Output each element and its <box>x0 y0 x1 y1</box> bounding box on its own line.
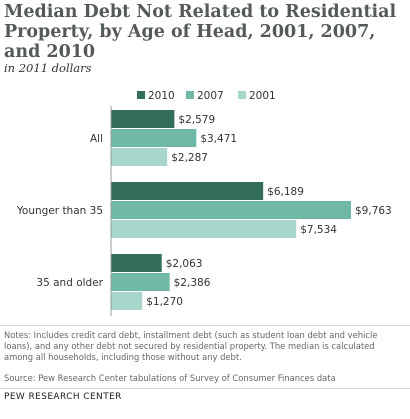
legend-swatch-2010 <box>137 91 145 99</box>
legend-label-2010: 2010 <box>148 90 175 102</box>
bar-value-label: $2,579 <box>178 114 215 126</box>
bar-chart: 2010 2007 2001 $2,579 $3,471 $2,287 All $6,189 $… <box>16 90 392 316</box>
legend-label-2007: 2007 <box>197 90 224 102</box>
chart-title: Median Debt Not Related to Residential P… <box>4 2 397 62</box>
bar-value-label: $2,386 <box>174 277 211 289</box>
bar-value-label: $1,270 <box>146 296 183 308</box>
chart-subtitle: in 2011 dollars <box>4 61 92 75</box>
chart-source: Source: Pew Research Center tabulations … <box>4 373 336 383</box>
divider-bottom <box>0 388 410 389</box>
bar-value-label: $3,471 <box>200 133 237 145</box>
legend-swatch-2001 <box>238 91 246 99</box>
bar-2007 <box>111 273 170 291</box>
category-label: 35 and older <box>36 277 103 289</box>
legend-swatch-2007 <box>186 91 194 99</box>
divider-top <box>0 325 410 326</box>
chart-notes: Notes: Includes credit card debt, instal… <box>4 330 378 362</box>
bar-2007 <box>111 201 351 219</box>
bar-2007 <box>111 129 197 147</box>
category-label: Younger than 35 <box>16 205 103 217</box>
bar-value-label: $6,189 <box>267 186 304 198</box>
bar-2010 <box>111 254 162 272</box>
bar-value-label: $7,534 <box>300 224 337 236</box>
legend-label-2001: 2001 <box>249 90 276 102</box>
bar-2001 <box>111 292 143 310</box>
bar-2001 <box>111 220 297 238</box>
bar-value-label: $2,063 <box>166 258 203 270</box>
bar-2001 <box>111 148 168 166</box>
bar-value-label: $9,763 <box>355 205 392 217</box>
bar-2010 <box>111 182 264 200</box>
category-label: All <box>90 133 103 145</box>
organization-credit: PEW RESEARCH CENTER <box>4 392 122 402</box>
bar-2010 <box>111 110 175 128</box>
bar-value-label: $2,287 <box>171 152 208 164</box>
